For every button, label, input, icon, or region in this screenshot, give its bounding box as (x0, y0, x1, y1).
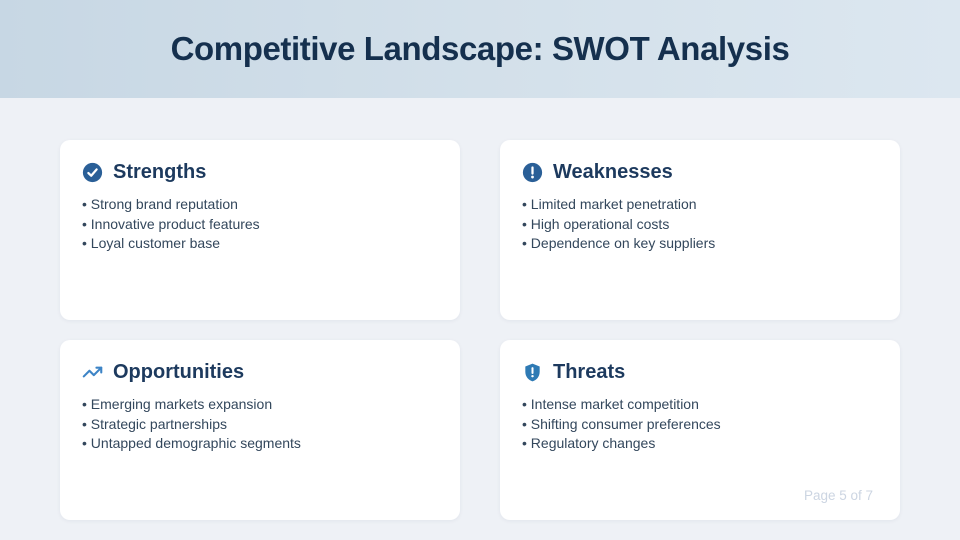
card-header: Threats (522, 361, 878, 384)
card-header: Strengths (82, 161, 438, 184)
card-title: Weaknesses (553, 161, 673, 183)
page-number: Page 5 of 7 (803, 488, 873, 503)
bullet-item: Untapped demographic segments (82, 434, 438, 454)
card-bullet-list: Emerging markets expansionStrategic part… (82, 395, 438, 454)
card-header: Weaknesses (522, 161, 878, 184)
bullet-item: Dependence on key suppliers (522, 234, 878, 254)
slide-title: Competitive Landscape: SWOT Analysis (170, 30, 790, 67)
card-bullet-list: Intense market competitionShifting consu… (522, 395, 878, 454)
bullet-item: High operational costs (522, 215, 878, 235)
card-header: Opportunities (82, 361, 438, 384)
check-circle-icon (82, 162, 103, 183)
alert-circle-icon (522, 162, 543, 183)
bullet-item: Loyal customer base (82, 234, 438, 254)
bullet-item: Strong brand reputation (82, 195, 438, 215)
card-title: Threats (553, 361, 626, 383)
bullet-item: Strategic partnerships (82, 415, 438, 435)
card-weaknesses: Weaknesses Limited market penetrationHig… (500, 140, 900, 320)
card-threats: Threats Intense market competitionShifti… (500, 340, 900, 520)
swot-grid: Strengths Strong brand reputationInnovat… (60, 140, 900, 520)
shield-alert-icon (522, 362, 543, 383)
bullet-item: Shifting consumer preferences (522, 415, 878, 435)
bullet-item: Innovative product features (82, 215, 438, 235)
card-title: Opportunities (113, 361, 245, 383)
card-bullet-list: Strong brand reputationInnovative produc… (82, 195, 438, 254)
card-bullet-list: Limited market penetrationHigh operation… (522, 195, 878, 254)
card-opportunities: Opportunities Emerging markets expansion… (60, 340, 460, 520)
slide-header: Competitive Landscape: SWOT Analysis (0, 0, 960, 98)
bullet-item: Intense market competition (522, 395, 878, 415)
bullet-item: Emerging markets expansion (82, 395, 438, 415)
card-title: Strengths (113, 161, 207, 183)
bullet-item: Limited market penetration (522, 195, 878, 215)
trending-up-icon (82, 362, 103, 383)
card-strengths: Strengths Strong brand reputationInnovat… (60, 140, 460, 320)
bullet-item: Regulatory changes (522, 434, 878, 454)
